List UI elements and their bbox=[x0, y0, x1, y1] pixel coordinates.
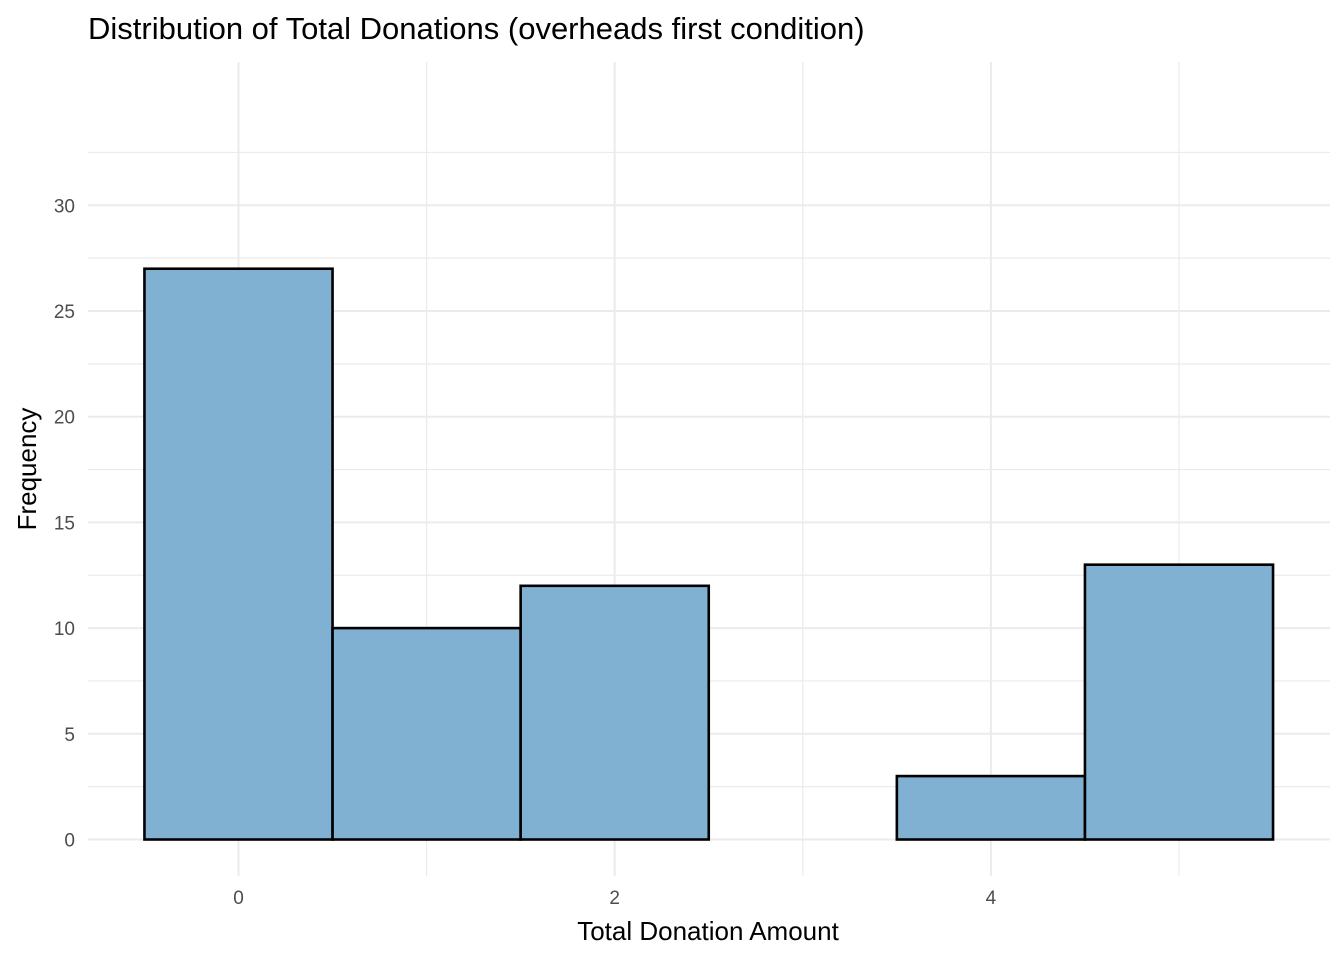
x-axis-tick-labels: 0 2 4 bbox=[233, 888, 996, 909]
y-tick-label: 30 bbox=[54, 196, 75, 217]
y-tick-label: 0 bbox=[64, 831, 75, 852]
x-tick-label: 2 bbox=[609, 888, 620, 909]
x-axis-title: Total Donation Amount bbox=[577, 916, 839, 946]
chart-title: Distribution of Total Donations (overhea… bbox=[88, 11, 865, 46]
y-tick-label: 20 bbox=[54, 408, 75, 429]
y-tick-label: 5 bbox=[64, 725, 75, 746]
histogram-bar bbox=[1083, 563, 1275, 841]
histogram-bar bbox=[895, 774, 1087, 841]
histogram-bar bbox=[331, 626, 522, 841]
y-axis-title: Frequency bbox=[12, 408, 42, 531]
histogram-bars bbox=[143, 267, 1275, 841]
y-tick-label: 15 bbox=[54, 513, 75, 534]
x-tick-label: 4 bbox=[986, 888, 997, 909]
histogram-bar bbox=[143, 267, 334, 841]
x-tick-label: 0 bbox=[233, 888, 244, 909]
y-axis-tick-labels: 0 5 10 15 20 25 30 bbox=[54, 196, 75, 851]
y-tick-label: 10 bbox=[54, 619, 75, 640]
histogram-bar bbox=[519, 584, 711, 841]
y-tick-label: 25 bbox=[54, 302, 75, 323]
